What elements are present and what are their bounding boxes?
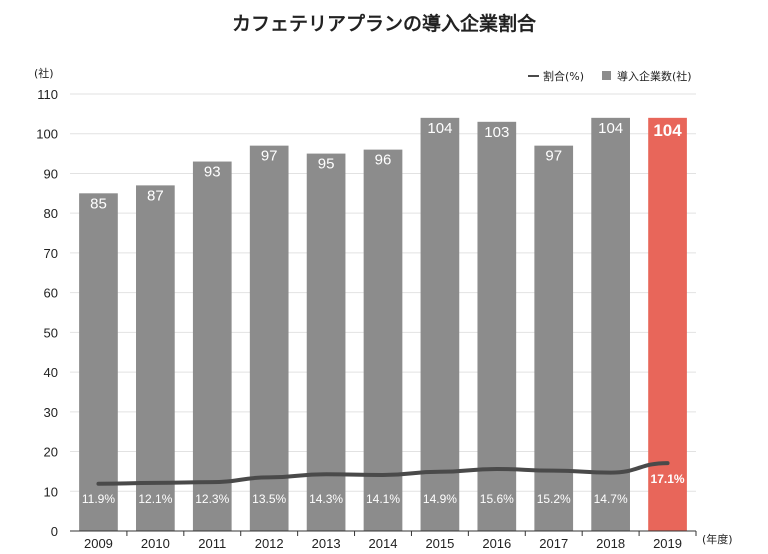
legend-line-label: 割合(%) xyxy=(543,69,584,83)
percent-labels: 11.9% 12.1% 12.3% 13.5% 14.3% 14.1% 14.9% 15.6%… xyxy=(82,472,685,506)
bar-value-label: 104 xyxy=(653,121,682,140)
bars xyxy=(79,117,687,532)
percent-label: 12.3% xyxy=(195,492,229,506)
percent-label: 13.5% xyxy=(252,492,286,506)
bar-value-label: 104 xyxy=(598,120,623,137)
percent-label: 17.1% xyxy=(651,472,685,486)
percent-label: 14.7% xyxy=(594,492,628,506)
x-tick-label: 2016 xyxy=(482,536,511,551)
bar-value-label: 93 xyxy=(204,164,221,181)
legend: 割合(%) 導入企業数(社) xyxy=(528,69,692,83)
bar-2018 xyxy=(591,117,630,531)
y-tick-label: 20 xyxy=(44,445,58,460)
percent-label: 14.3% xyxy=(309,492,343,506)
x-tick-label: 2009 xyxy=(84,536,113,551)
bar-value-label: 96 xyxy=(375,152,392,169)
chart-title: カフェテリアプランの導入企業割合 xyxy=(232,12,537,35)
y-tick-label: 10 xyxy=(44,484,58,499)
bar-labels: 85 87 93 97 95 96 104 103 97 104 104 xyxy=(90,120,682,212)
bar-2017 xyxy=(534,145,574,532)
legend-bar-label: 導入企業数(社) xyxy=(617,69,692,83)
bar-2013 xyxy=(306,153,346,531)
y-tick-label: 80 xyxy=(44,206,58,221)
percent-label: 11.9% xyxy=(82,492,115,506)
y-axis-ticks: 0 10 20 30 40 50 60 70 80 90 100 110 xyxy=(36,87,58,539)
bar-2012 xyxy=(249,145,289,532)
x-tick-label: 2010 xyxy=(141,536,170,551)
y-tick-label: 110 xyxy=(37,87,58,102)
x-tick-label: 2015 xyxy=(425,536,454,551)
percent-label: 12.1% xyxy=(138,492,172,506)
bar-2010 xyxy=(136,185,175,531)
percent-label: 15.2% xyxy=(537,492,571,506)
bar-value-label: 95 xyxy=(318,156,335,173)
bar-value-label: 87 xyxy=(147,187,164,204)
legend-line-swatch xyxy=(528,75,539,77)
x-tick-label: 2019 xyxy=(653,536,682,551)
y-tick-label: 70 xyxy=(44,246,58,261)
y-tick-label: 90 xyxy=(44,166,58,181)
x-axis-ticks: 2009 2010 2011 2012 2013 2014 2015 2016 2017 2018… xyxy=(84,531,697,551)
x-tick-label: 2013 xyxy=(312,536,341,551)
bar-value-label: 97 xyxy=(545,148,562,165)
x-tick-label: 2017 xyxy=(539,536,568,551)
y-tick-label: 40 xyxy=(44,365,58,380)
x-tick-label: 2014 xyxy=(369,536,398,551)
y-tick-label: 60 xyxy=(44,286,58,301)
ratio-line xyxy=(96,461,670,486)
x-axis-unit: (年度) xyxy=(702,532,733,546)
y-tick-label: 0 xyxy=(51,524,58,539)
bar-value-label: 103 xyxy=(484,124,509,141)
y-tick-label: 30 xyxy=(44,405,58,420)
bar-2019 xyxy=(648,117,687,531)
y-tick-label: 100 xyxy=(36,127,58,142)
bar-value-label: 85 xyxy=(90,195,107,212)
percent-label: 14.9% xyxy=(423,492,457,506)
y-axis-unit: (社) xyxy=(34,66,54,80)
bar-2016 xyxy=(477,121,517,532)
bar-2014 xyxy=(363,149,403,532)
legend-bar-swatch xyxy=(602,71,611,80)
bar-value-label: 97 xyxy=(261,148,278,165)
x-tick-label: 2018 xyxy=(596,536,625,551)
bar-value-label: 104 xyxy=(427,120,452,137)
bar-2009 xyxy=(79,193,118,531)
y-tick-label: 50 xyxy=(44,325,58,340)
percent-label: 15.6% xyxy=(480,492,514,506)
x-tick-label: 2012 xyxy=(255,536,284,551)
bar-2015 xyxy=(420,117,460,531)
bar-2011 xyxy=(192,161,232,531)
percent-label: 14.1% xyxy=(366,492,400,506)
x-tick-label: 2011 xyxy=(198,536,226,551)
